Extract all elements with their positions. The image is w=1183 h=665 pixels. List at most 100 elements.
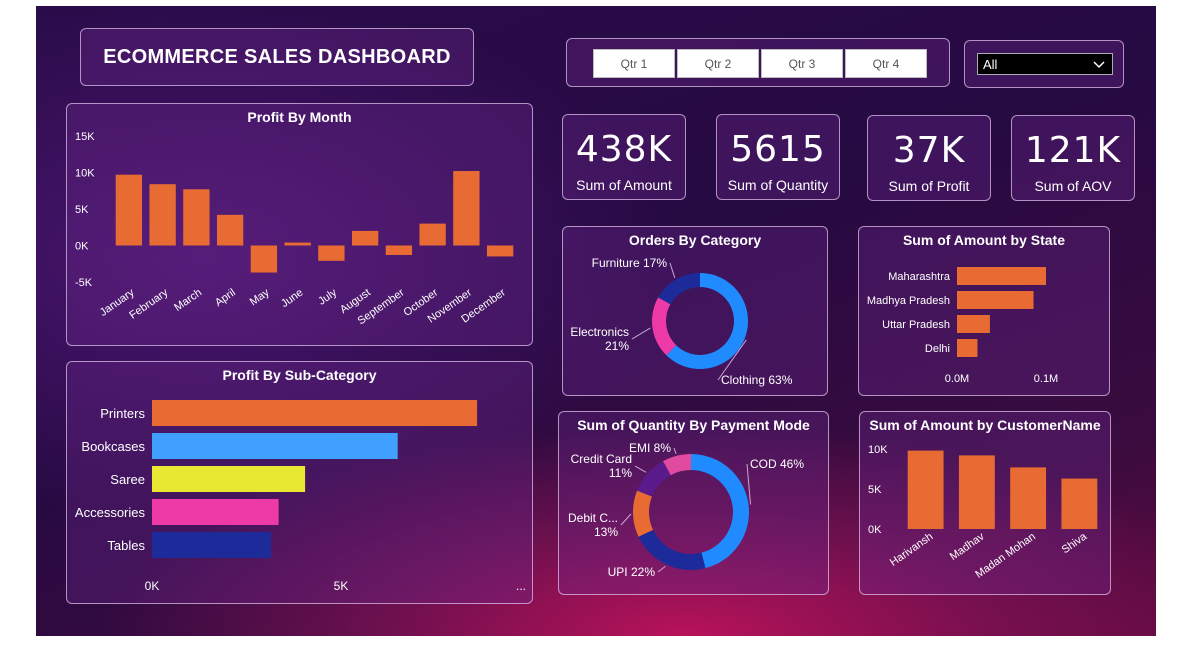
y-tick-label: 5K xyxy=(868,484,882,496)
subcategory-bar xyxy=(152,499,279,525)
leader-line xyxy=(620,513,632,526)
donut-slice xyxy=(663,454,691,476)
kpi-profit-card: 37K Sum of Profit xyxy=(867,115,991,201)
x-tick-label: 5K xyxy=(334,579,349,593)
month-bar xyxy=(385,245,413,255)
x-tick-label: May xyxy=(248,286,272,308)
state-label: Maharashtra xyxy=(888,271,951,283)
customer-bar xyxy=(1061,478,1098,529)
donut-slice xyxy=(691,454,749,569)
kpi-quantity-value: 5615 xyxy=(730,129,826,170)
slice-label: EMI 8% xyxy=(629,441,671,455)
month-bar xyxy=(486,245,514,257)
amount-by-state-panel: Sum of Amount by State Maharashtra Madhya… xyxy=(858,226,1110,396)
kpi-quantity-card: 5615 Sum of Quantity xyxy=(716,114,840,200)
leader-line xyxy=(717,339,747,381)
category-label: Saree xyxy=(110,472,145,487)
month-bar xyxy=(149,184,176,246)
x-tick-label: Shiva xyxy=(1060,530,1090,556)
kpi-aov-value: 121K xyxy=(1024,130,1122,171)
qtr1-button[interactable]: Qtr 1 xyxy=(593,49,675,78)
qtr4-button[interactable]: Qtr 4 xyxy=(845,49,927,78)
x-tick-label: Harivansh xyxy=(888,531,935,569)
subcategory-bar xyxy=(152,400,478,426)
month-bar xyxy=(250,245,278,273)
filter-dropdown-panel: All xyxy=(964,40,1124,88)
dropdown-value: All xyxy=(983,57,998,72)
subcategory-bar xyxy=(152,433,398,459)
y-tick-label: 10K xyxy=(75,168,95,180)
amount-by-customer-panel: Sum of Amount by CustomerName 0K 5K 10K Har… xyxy=(859,411,1111,595)
x-tick-label: July xyxy=(316,286,339,307)
y-tick-label: 0K xyxy=(868,524,882,536)
x-tick-label: 0.1M xyxy=(1034,373,1058,385)
month-bar xyxy=(453,171,480,246)
leader-line xyxy=(634,465,647,473)
slice-label: COD 46% xyxy=(750,457,804,471)
category-label: Accessories xyxy=(75,505,146,520)
y-tick-label: -5K xyxy=(75,277,93,289)
donut-slice xyxy=(666,273,748,369)
qtr2-button[interactable]: Qtr 2 xyxy=(677,49,759,78)
quarter-slicer: Qtr 1 Qtr 2 Qtr 3 Qtr 4 xyxy=(566,38,950,87)
month-bar xyxy=(183,189,210,246)
x-tick-label: 0.0M xyxy=(945,373,969,385)
x-tick-label: March xyxy=(172,287,204,314)
kpi-amount-label: Sum of Amount xyxy=(576,177,672,193)
subcategory-bar xyxy=(152,532,272,558)
month-bar xyxy=(351,230,379,246)
x-tick-label: April xyxy=(213,287,238,309)
month-bar xyxy=(216,214,244,246)
donut-slice xyxy=(638,529,706,570)
month-bar xyxy=(284,242,311,246)
slice-label: Furniture 17% xyxy=(592,256,668,270)
customer-bar xyxy=(1010,467,1047,529)
state-bar xyxy=(957,315,990,333)
leader-line xyxy=(746,463,752,505)
x-tick-label: June xyxy=(279,287,305,311)
y-tick-label: 10K xyxy=(868,444,888,456)
y-tick-label: 5K xyxy=(75,204,89,216)
chevron-down-icon xyxy=(1093,61,1105,69)
payment-mode-panel: Sum of Quantity By Payment Mode COD 46% U… xyxy=(558,411,829,595)
profit-by-subcategory-panel: Profit By Sub-Category Printers Bookcases… xyxy=(66,361,533,604)
slice-label: 13% xyxy=(594,525,618,539)
qtr3-button[interactable]: Qtr 3 xyxy=(761,49,843,78)
payment-mode-chart: COD 46% UPI 22% Debit C...13% Credit Card11… xyxy=(568,441,804,579)
category-label: Printers xyxy=(100,406,145,421)
category-label: Tables xyxy=(107,538,145,553)
donut-slice xyxy=(658,273,700,305)
filter-dropdown[interactable]: All xyxy=(977,53,1113,75)
customer-bar xyxy=(907,450,944,529)
kpi-aov-label: Sum of AOV xyxy=(1034,178,1112,194)
profit-by-subcategory-chart: Printers Bookcases Saree Accessories Tables 0… xyxy=(75,400,526,593)
amount-by-customer-title: Sum of Amount by CustomerName xyxy=(869,417,1101,433)
profit-by-month-panel: Profit By Month -5K 0K 5K 10K 15K January Febr… xyxy=(66,103,533,346)
slice-label: 11% xyxy=(609,466,632,480)
month-bar xyxy=(318,245,345,261)
slice-label: 21% xyxy=(605,339,629,353)
state-label: Madhya Pradesh xyxy=(867,295,950,307)
profit-by-subcategory-title: Profit By Sub-Category xyxy=(222,367,377,383)
slice-label: Debit C... xyxy=(568,511,618,525)
leader-line xyxy=(631,327,651,340)
state-label: Uttar Pradesh xyxy=(882,319,950,331)
slice-label: Clothing 63% xyxy=(721,373,793,387)
kpi-amount-card: 438K Sum of Amount xyxy=(562,114,686,200)
amount-by-state-chart: Maharashtra Madhya Pradesh Uttar Pradesh De… xyxy=(867,267,1058,385)
donut-slice xyxy=(652,297,677,356)
state-label: Delhi xyxy=(925,343,950,355)
profit-by-month-title: Profit By Month xyxy=(247,109,352,125)
x-tick-label: Madhav xyxy=(948,530,987,563)
donut-slice xyxy=(633,490,653,537)
kpi-profit-label: Sum of Profit xyxy=(888,178,970,194)
kpi-amount-value: 438K xyxy=(575,129,673,170)
y-tick-label: 15K xyxy=(75,131,95,143)
amount-by-state-title: Sum of Amount by State xyxy=(902,232,1066,248)
leader-line xyxy=(673,447,677,455)
subcategory-bar xyxy=(152,466,306,492)
slice-label: UPI 22% xyxy=(608,565,656,579)
kpi-profit-value: 37K xyxy=(892,130,966,171)
